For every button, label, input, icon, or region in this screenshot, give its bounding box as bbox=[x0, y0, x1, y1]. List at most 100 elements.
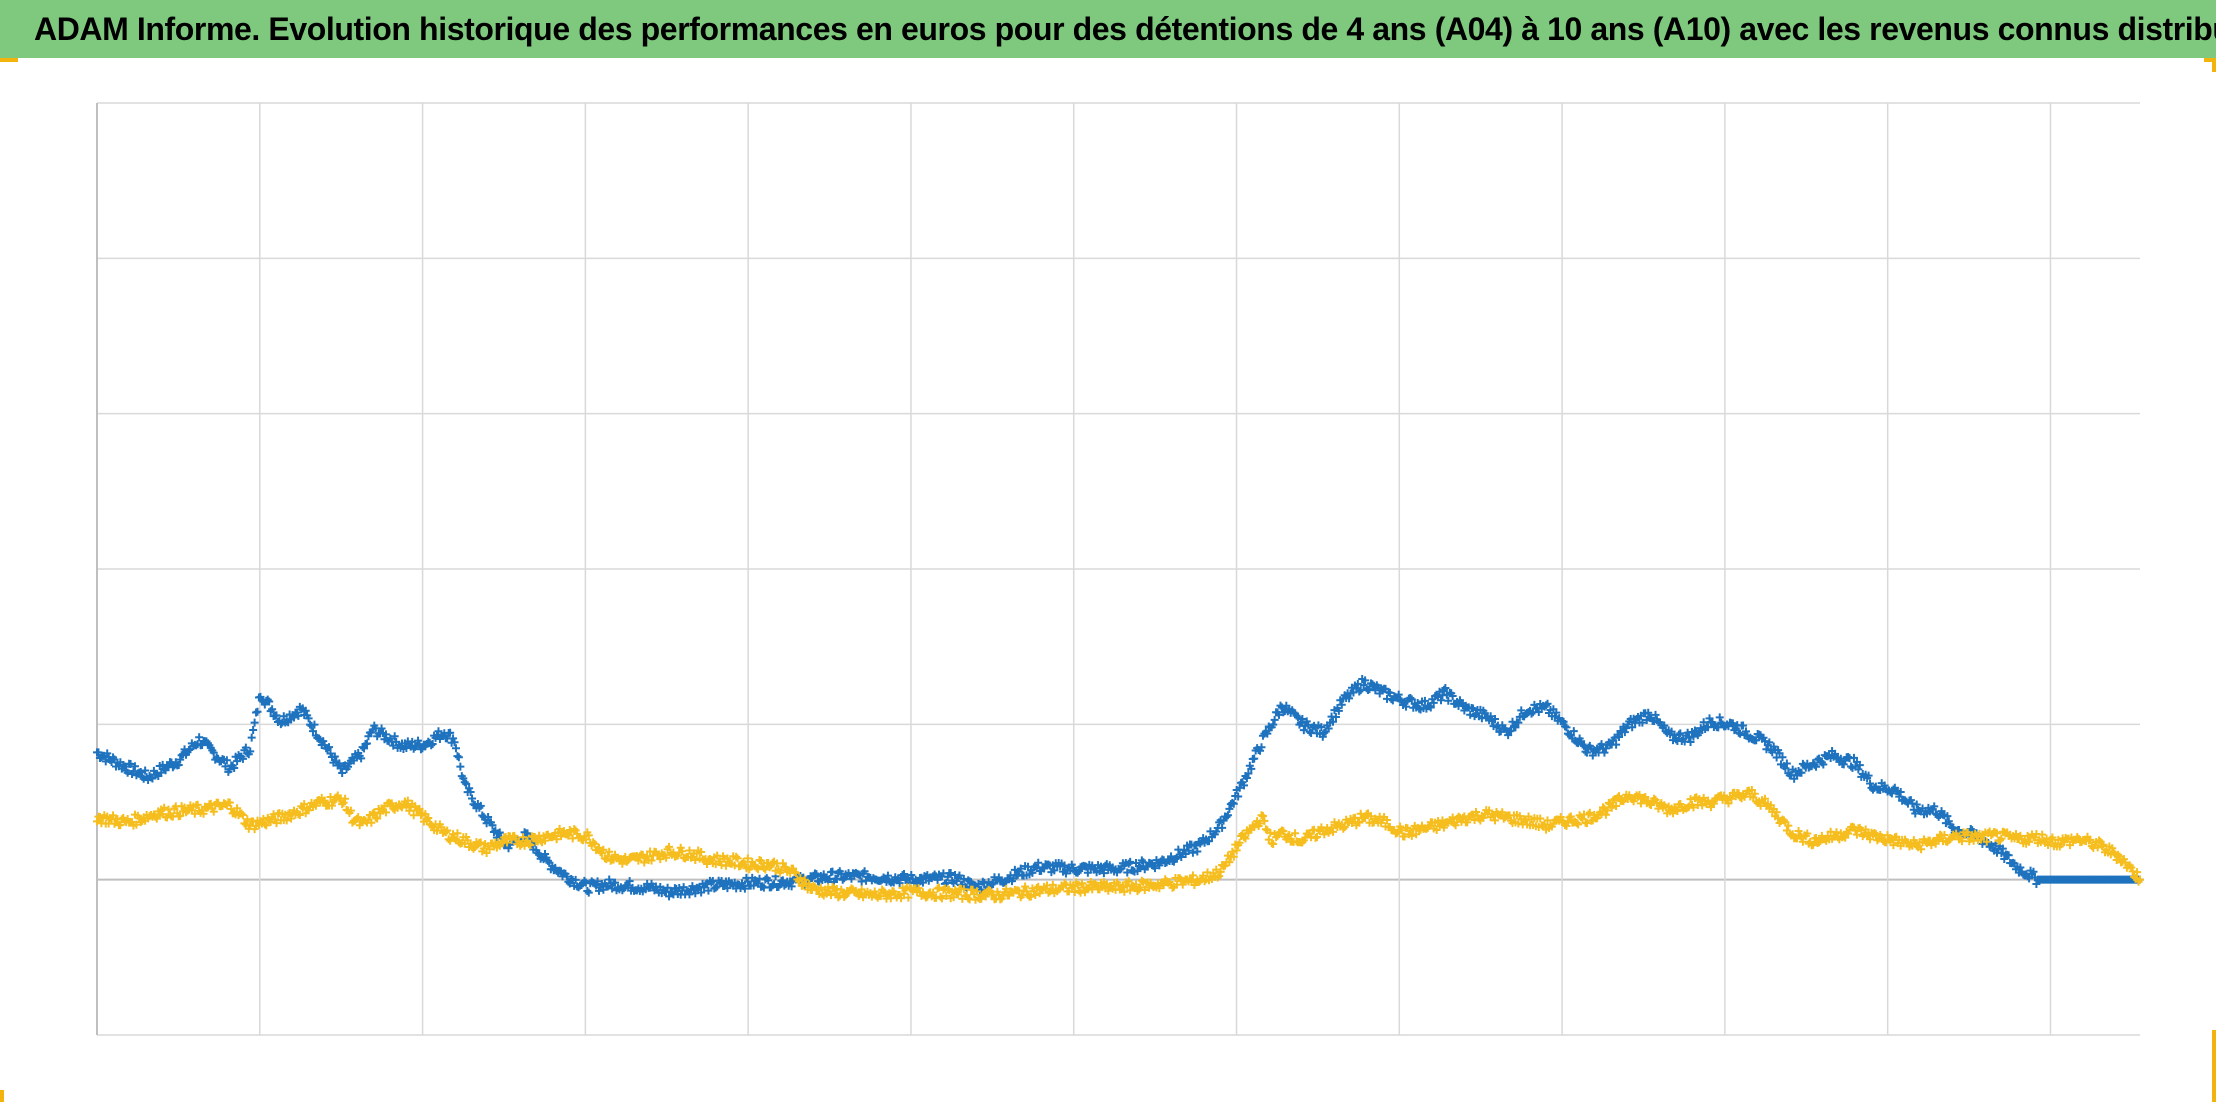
data-point bbox=[1215, 872, 1224, 881]
data-point bbox=[1329, 717, 1338, 726]
data-point bbox=[468, 794, 477, 803]
data-point bbox=[279, 712, 288, 721]
corner-mark-top-right bbox=[2204, 58, 2216, 62]
data-point bbox=[1320, 830, 1329, 839]
data-point bbox=[967, 878, 976, 887]
data-point bbox=[981, 892, 990, 901]
data-point bbox=[618, 859, 627, 868]
data-point bbox=[357, 754, 366, 763]
data-point bbox=[1709, 799, 1718, 808]
data-point bbox=[459, 774, 468, 783]
data-point bbox=[895, 879, 904, 888]
data-point bbox=[691, 856, 700, 865]
data-point bbox=[1010, 865, 1019, 874]
data-point bbox=[1803, 829, 1812, 838]
data-point bbox=[1750, 789, 1759, 798]
data-point bbox=[460, 778, 469, 787]
data-point bbox=[1400, 832, 1409, 841]
data-point bbox=[1349, 688, 1358, 697]
data-point bbox=[1188, 871, 1197, 880]
data-point bbox=[1902, 837, 1911, 846]
data-point bbox=[1839, 760, 1848, 769]
data-point bbox=[761, 865, 770, 874]
data-point bbox=[1832, 753, 1841, 762]
data-point bbox=[341, 794, 350, 803]
data-point bbox=[1339, 824, 1348, 833]
data-point bbox=[230, 763, 239, 772]
data-point bbox=[1728, 719, 1737, 728]
data-point bbox=[1444, 696, 1453, 705]
data-point bbox=[1266, 828, 1275, 837]
data-point bbox=[819, 870, 828, 879]
data-point bbox=[250, 718, 259, 727]
data-point bbox=[611, 878, 620, 887]
data-point bbox=[898, 871, 907, 880]
data-point bbox=[914, 884, 923, 893]
data-point bbox=[1099, 869, 1108, 878]
data-point bbox=[1491, 816, 1499, 825]
data-point bbox=[740, 884, 749, 893]
data-point bbox=[2025, 837, 2034, 846]
data-point bbox=[323, 744, 332, 753]
data-point bbox=[1686, 795, 1695, 804]
corner-mark-bottom-left bbox=[0, 1090, 4, 1102]
data-point bbox=[1543, 816, 1552, 825]
data-point bbox=[1296, 718, 1305, 727]
data-point bbox=[225, 798, 234, 807]
data-point bbox=[319, 737, 328, 746]
data-point bbox=[832, 874, 841, 883]
data-point bbox=[1175, 874, 1184, 883]
data-point bbox=[847, 874, 856, 883]
data-point bbox=[1492, 723, 1501, 732]
data-point bbox=[1562, 821, 1571, 830]
data-point bbox=[1075, 867, 1084, 876]
data-point bbox=[2098, 842, 2107, 851]
data-point bbox=[1520, 815, 1529, 824]
data-point bbox=[381, 730, 390, 739]
data-point bbox=[1982, 837, 1991, 846]
data-point bbox=[450, 738, 459, 747]
data-point bbox=[1263, 729, 1272, 738]
data-point bbox=[338, 800, 347, 809]
data-point bbox=[740, 860, 749, 869]
data-point bbox=[1812, 762, 1821, 771]
data-point bbox=[1674, 730, 1683, 739]
data-point bbox=[1852, 830, 1861, 839]
data-point bbox=[1397, 826, 1406, 835]
data-point bbox=[346, 806, 355, 815]
data-point bbox=[2048, 833, 2057, 842]
data-point bbox=[1216, 867, 1225, 876]
data-point bbox=[1550, 712, 1559, 721]
corner-mark-top-left bbox=[0, 58, 18, 62]
data-point bbox=[1498, 808, 1507, 817]
data-point bbox=[1615, 792, 1624, 801]
data-point bbox=[209, 748, 218, 757]
data-point bbox=[974, 880, 983, 889]
data-point bbox=[327, 801, 336, 810]
data-point bbox=[476, 801, 485, 810]
data-point bbox=[1931, 839, 1940, 848]
data-point bbox=[1937, 807, 1946, 816]
data-point bbox=[1582, 819, 1591, 828]
data-point bbox=[994, 873, 1003, 882]
data-point bbox=[1188, 848, 1197, 857]
data-point bbox=[1866, 835, 1875, 844]
data-point bbox=[1870, 829, 1879, 838]
data-point bbox=[548, 833, 557, 842]
data-point bbox=[685, 890, 694, 899]
data-point bbox=[265, 697, 274, 706]
data-point bbox=[787, 882, 796, 891]
data-point bbox=[362, 739, 371, 748]
data-point bbox=[94, 748, 103, 757]
data-point bbox=[453, 752, 462, 761]
data-point bbox=[828, 882, 837, 891]
data-point bbox=[485, 845, 494, 854]
data-point bbox=[1385, 688, 1394, 697]
data-point bbox=[282, 816, 291, 825]
data-point bbox=[308, 727, 317, 736]
data-point bbox=[584, 831, 593, 840]
data-point bbox=[754, 865, 763, 874]
data-point bbox=[271, 815, 280, 824]
data-point bbox=[238, 754, 247, 763]
data-point bbox=[295, 810, 304, 819]
